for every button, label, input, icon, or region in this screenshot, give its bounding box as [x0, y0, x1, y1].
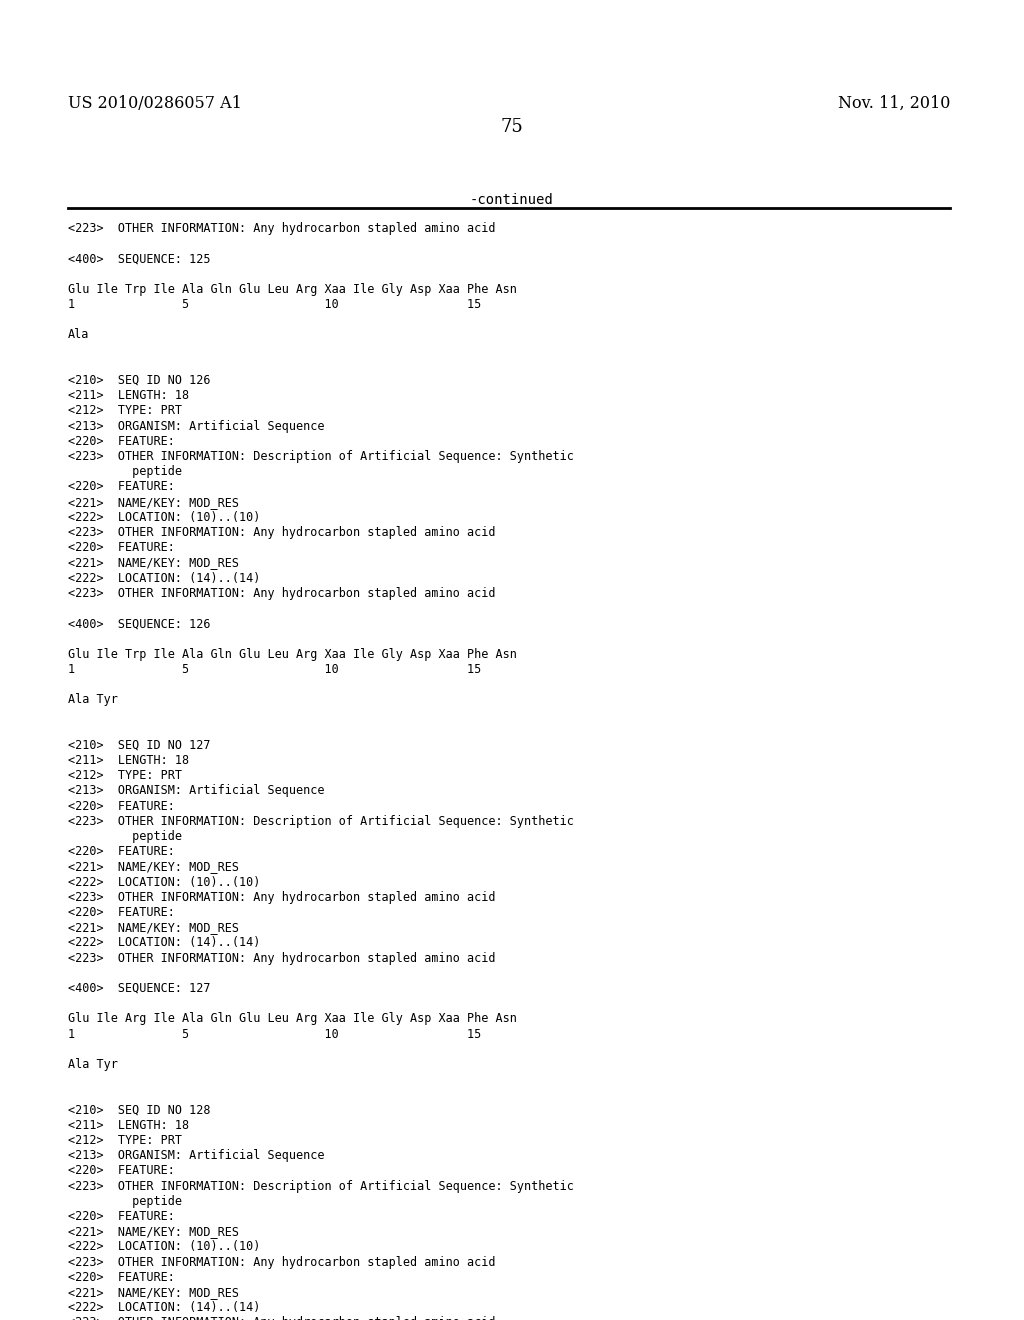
Text: <223>  OTHER INFORMATION: Any hydrocarbon stapled amino acid: <223> OTHER INFORMATION: Any hydrocarbon…	[68, 525, 496, 539]
Text: <221>  NAME/KEY: MOD_RES: <221> NAME/KEY: MOD_RES	[68, 495, 239, 508]
Text: <223>  OTHER INFORMATION: Description of Artificial Sequence: Synthetic: <223> OTHER INFORMATION: Description of …	[68, 450, 573, 463]
Text: <211>  LENGTH: 18: <211> LENGTH: 18	[68, 389, 189, 403]
Text: Glu Ile Trp Ile Ala Gln Glu Leu Arg Xaa Ile Gly Asp Xaa Phe Asn: Glu Ile Trp Ile Ala Gln Glu Leu Arg Xaa …	[68, 282, 517, 296]
Text: <213>  ORGANISM: Artificial Sequence: <213> ORGANISM: Artificial Sequence	[68, 1150, 325, 1162]
Text: <223>  OTHER INFORMATION: Any hydrocarbon stapled amino acid: <223> OTHER INFORMATION: Any hydrocarbon…	[68, 222, 496, 235]
Text: <222>  LOCATION: (10)..(10): <222> LOCATION: (10)..(10)	[68, 875, 260, 888]
Text: <220>  FEATURE:: <220> FEATURE:	[68, 1210, 175, 1224]
Text: <211>  LENGTH: 18: <211> LENGTH: 18	[68, 754, 189, 767]
Text: <220>  FEATURE:: <220> FEATURE:	[68, 1164, 175, 1177]
Text: <210>  SEQ ID NO 127: <210> SEQ ID NO 127	[68, 739, 211, 752]
Text: <221>  NAME/KEY: MOD_RES: <221> NAME/KEY: MOD_RES	[68, 557, 239, 569]
Text: <221>  NAME/KEY: MOD_RES: <221> NAME/KEY: MOD_RES	[68, 1225, 239, 1238]
Text: <213>  ORGANISM: Artificial Sequence: <213> ORGANISM: Artificial Sequence	[68, 420, 325, 433]
Text: <400>  SEQUENCE: 127: <400> SEQUENCE: 127	[68, 982, 211, 995]
Text: Glu Ile Arg Ile Ala Gln Glu Leu Arg Xaa Ile Gly Asp Xaa Phe Asn: Glu Ile Arg Ile Ala Gln Glu Leu Arg Xaa …	[68, 1012, 517, 1026]
Text: US 2010/0286057 A1: US 2010/0286057 A1	[68, 95, 242, 112]
Text: Ala Tyr: Ala Tyr	[68, 1059, 118, 1071]
Text: <222>  LOCATION: (14)..(14): <222> LOCATION: (14)..(14)	[68, 936, 260, 949]
Text: <212>  TYPE: PRT: <212> TYPE: PRT	[68, 770, 182, 783]
Text: Glu Ile Trp Ile Ala Gln Glu Leu Arg Xaa Ile Gly Asp Xaa Phe Asn: Glu Ile Trp Ile Ala Gln Glu Leu Arg Xaa …	[68, 648, 517, 660]
Text: peptide: peptide	[68, 465, 182, 478]
Text: <221>  NAME/KEY: MOD_RES: <221> NAME/KEY: MOD_RES	[68, 921, 239, 935]
Text: <220>  FEATURE:: <220> FEATURE:	[68, 845, 175, 858]
Text: <222>  LOCATION: (10)..(10): <222> LOCATION: (10)..(10)	[68, 1241, 260, 1254]
Text: <223>  OTHER INFORMATION: Any hydrocarbon stapled amino acid: <223> OTHER INFORMATION: Any hydrocarbon…	[68, 587, 496, 599]
Text: <211>  LENGTH: 18: <211> LENGTH: 18	[68, 1119, 189, 1131]
Text: <223>  OTHER INFORMATION: Description of Artificial Sequence: Synthetic: <223> OTHER INFORMATION: Description of …	[68, 814, 573, 828]
Text: <210>  SEQ ID NO 128: <210> SEQ ID NO 128	[68, 1104, 211, 1117]
Text: 75: 75	[501, 117, 523, 136]
Text: <400>  SEQUENCE: 125: <400> SEQUENCE: 125	[68, 252, 211, 265]
Text: Ala Tyr: Ala Tyr	[68, 693, 118, 706]
Text: <223>  OTHER INFORMATION: Description of Artificial Sequence: Synthetic: <223> OTHER INFORMATION: Description of …	[68, 1180, 573, 1192]
Text: peptide: peptide	[68, 830, 182, 843]
Text: <220>  FEATURE:: <220> FEATURE:	[68, 800, 175, 813]
Text: Nov. 11, 2010: Nov. 11, 2010	[838, 95, 950, 112]
Text: Ala: Ala	[68, 329, 89, 342]
Text: <220>  FEATURE:: <220> FEATURE:	[68, 434, 175, 447]
Text: <221>  NAME/KEY: MOD_RES: <221> NAME/KEY: MOD_RES	[68, 861, 239, 874]
Text: <212>  TYPE: PRT: <212> TYPE: PRT	[68, 1134, 182, 1147]
Text: <223>  OTHER INFORMATION: Any hydrocarbon stapled amino acid: <223> OTHER INFORMATION: Any hydrocarbon…	[68, 1255, 496, 1269]
Text: 1               5                   10                  15: 1 5 10 15	[68, 298, 481, 312]
Text: <213>  ORGANISM: Artificial Sequence: <213> ORGANISM: Artificial Sequence	[68, 784, 325, 797]
Text: <223>  OTHER INFORMATION: Any hydrocarbon stapled amino acid: <223> OTHER INFORMATION: Any hydrocarbon…	[68, 952, 496, 965]
Text: <222>  LOCATION: (10)..(10): <222> LOCATION: (10)..(10)	[68, 511, 260, 524]
Text: -continued: -continued	[470, 193, 554, 207]
Text: 1               5                   10                  15: 1 5 10 15	[68, 1027, 481, 1040]
Text: <221>  NAME/KEY: MOD_RES: <221> NAME/KEY: MOD_RES	[68, 1286, 239, 1299]
Text: <212>  TYPE: PRT: <212> TYPE: PRT	[68, 404, 182, 417]
Text: <222>  LOCATION: (14)..(14): <222> LOCATION: (14)..(14)	[68, 1302, 260, 1315]
Text: <223>  OTHER INFORMATION: Any hydrocarbon stapled amino acid: <223> OTHER INFORMATION: Any hydrocarbon…	[68, 891, 496, 904]
Text: <210>  SEQ ID NO 126: <210> SEQ ID NO 126	[68, 374, 211, 387]
Text: <220>  FEATURE:: <220> FEATURE:	[68, 541, 175, 554]
Text: <400>  SEQUENCE: 126: <400> SEQUENCE: 126	[68, 618, 211, 630]
Text: <222>  LOCATION: (14)..(14): <222> LOCATION: (14)..(14)	[68, 572, 260, 585]
Text: <220>  FEATURE:: <220> FEATURE:	[68, 906, 175, 919]
Text: peptide: peptide	[68, 1195, 182, 1208]
Text: 1               5                   10                  15: 1 5 10 15	[68, 663, 481, 676]
Text: <223>  OTHER INFORMATION: Any hydrocarbon stapled amino acid: <223> OTHER INFORMATION: Any hydrocarbon…	[68, 1316, 496, 1320]
Text: <220>  FEATURE:: <220> FEATURE:	[68, 480, 175, 494]
Text: <220>  FEATURE:: <220> FEATURE:	[68, 1271, 175, 1284]
